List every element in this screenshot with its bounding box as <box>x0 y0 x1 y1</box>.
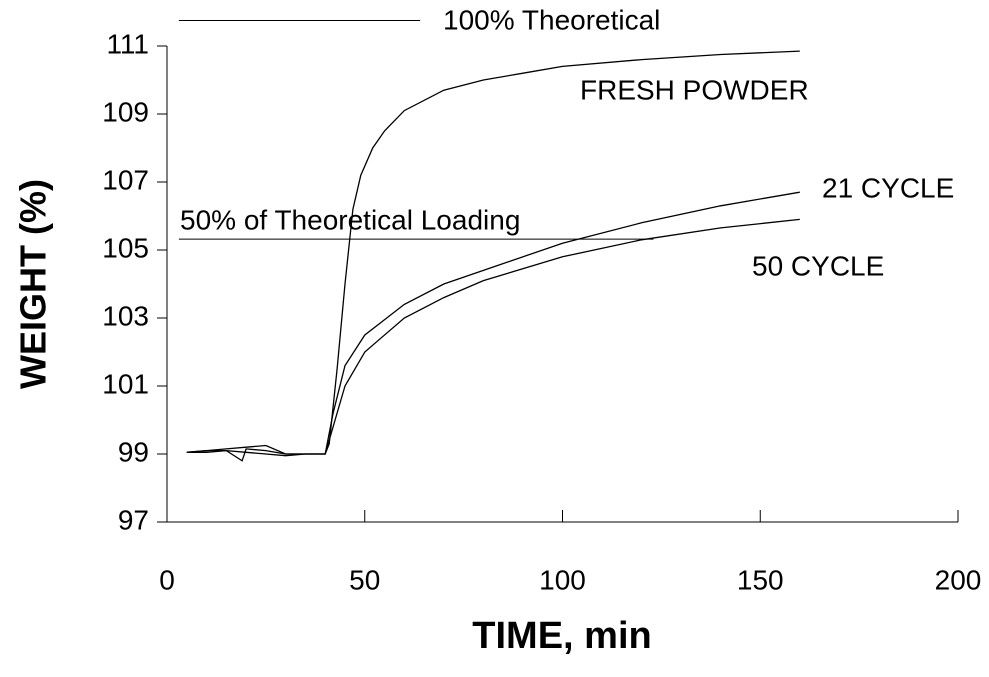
y-tick-label: 107 <box>102 164 149 195</box>
x-tick-label: 100 <box>539 564 586 595</box>
y-tick-label: 111 <box>106 28 149 59</box>
reference-label: 50% of Theoretical Loading <box>180 204 520 235</box>
series-line <box>186 191 800 455</box>
x-axis-title: TIME, min <box>472 615 651 657</box>
y-tick-label: 97 <box>118 504 149 535</box>
series-line <box>186 218 800 457</box>
x-tick-label: 200 <box>935 564 982 595</box>
series-label: 50 CYCLE <box>752 250 884 281</box>
x-tick-label: 50 <box>349 564 380 595</box>
y-tick-label: 105 <box>102 232 149 263</box>
series-label: 21 CYCLE <box>822 172 954 203</box>
y-tick-label: 101 <box>102 368 149 399</box>
series-line <box>186 50 800 462</box>
series-label: FRESH POWDER <box>580 74 809 105</box>
x-tick-label: 0 <box>159 564 175 595</box>
y-tick-label: 99 <box>118 436 149 467</box>
reference-label: 100% Theoretical <box>443 4 660 35</box>
x-tick-label: 150 <box>737 564 784 595</box>
y-tick-label: 109 <box>102 96 149 127</box>
y-tick-label: 103 <box>102 300 149 331</box>
y-axis-title: WEIGHT (%) <box>13 179 54 389</box>
